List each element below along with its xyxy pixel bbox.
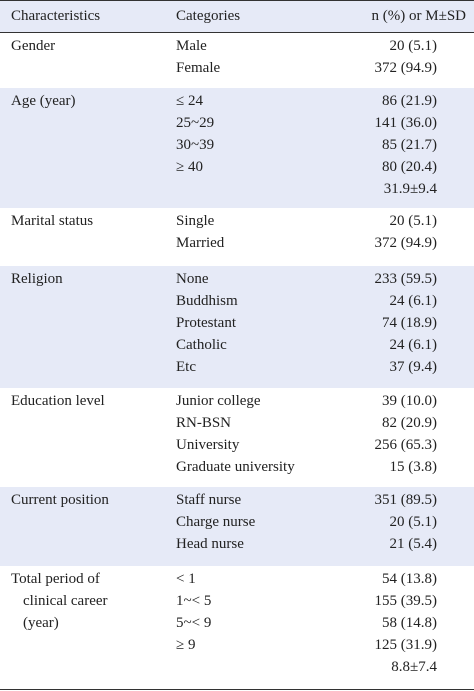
header-cell: Characteristics <box>11 8 101 24</box>
category: ≥ 40 <box>176 159 203 175</box>
value: 24 (6.1) <box>389 337 438 353</box>
category: < 1 <box>176 571 196 587</box>
category: Junior college <box>176 393 261 409</box>
characteristic: Religion <box>11 271 63 287</box>
value: 24 (6.1) <box>389 293 438 309</box>
category: Graduate university <box>176 459 295 475</box>
value: 54 (13.8) <box>382 571 437 587</box>
value: 58 (14.8) <box>382 615 437 631</box>
characteristic: Gender <box>11 38 56 54</box>
header-rule <box>0 32 474 33</box>
category: Staff nurse <box>176 492 242 508</box>
value: 233 (59.5) <box>374 271 438 287</box>
category: None <box>176 271 209 287</box>
value: 372 (94.9) <box>374 60 438 76</box>
category: Male <box>176 38 207 54</box>
value: 141 (36.0) <box>374 115 438 131</box>
bottom-rule <box>0 689 474 690</box>
value: 15 (3.8) <box>389 459 438 475</box>
category: University <box>176 437 240 453</box>
group: Education level Junior college 39 (10.0) RN… <box>0 388 474 487</box>
category: Catholic <box>176 337 227 353</box>
value: 8.8±7.4 <box>391 659 437 675</box>
characteristic: Marital status <box>11 213 94 229</box>
group: Religion None 233 (59.5) Buddhism 24 (6.1) Pr… <box>0 266 474 388</box>
category: 25~29 <box>176 115 215 131</box>
value: 86 (21.9) <box>382 93 437 109</box>
header-cell: n (%) or M±SD <box>371 8 466 24</box>
value: 20 (5.1) <box>389 38 438 54</box>
value: 37 (9.4) <box>389 359 438 375</box>
characteristic: Current position <box>11 492 109 508</box>
group: Total period of clinical career (year) < 1 5… <box>0 566 474 689</box>
value: 125 (31.9) <box>374 637 438 653</box>
category: 30~39 <box>176 137 215 153</box>
value: 80 (20.4) <box>382 159 437 175</box>
characteristic: Education level <box>11 393 105 409</box>
category: Charge nurse <box>176 514 256 530</box>
header-row: Characteristics Categories n (%) or M±SD <box>0 1 474 32</box>
category: Female <box>176 60 221 76</box>
header-cell: Categories <box>176 8 241 24</box>
category: Single <box>176 213 215 229</box>
value: 31.9±9.4 <box>383 181 437 197</box>
group: Age (year) ≤ 24 86 (21.9) 25~29 141 (36.0) 30… <box>0 88 474 208</box>
category: 1~< 5 <box>176 593 212 609</box>
group: Marital status Single 20 (5.1) Married 372 (… <box>0 208 474 266</box>
value: 351 (89.5) <box>374 492 438 508</box>
value: 372 (94.9) <box>374 235 438 251</box>
group: Gender Male 20 (5.1) Female 372 (94.9) <box>0 33 474 88</box>
value: 256 (65.3) <box>374 437 438 453</box>
characteristic: (year) <box>23 615 59 631</box>
value: 20 (5.1) <box>389 514 438 530</box>
category: Etc <box>176 359 196 375</box>
value: 74 (18.9) <box>382 315 437 331</box>
category: ≤ 24 <box>176 93 203 109</box>
category: Buddhism <box>176 293 238 309</box>
characteristic: clinical career <box>23 593 108 609</box>
category: Married <box>176 235 225 251</box>
group: Current position Staff nurse 351 (89.5) Cha… <box>0 487 474 566</box>
category: Head nurse <box>176 536 244 552</box>
value: 39 (10.0) <box>382 393 437 409</box>
category: RN-BSN <box>176 415 232 431</box>
value: 20 (5.1) <box>389 213 438 229</box>
value: 82 (20.9) <box>382 415 437 431</box>
characteristic: Total period of <box>11 571 100 587</box>
top-rule <box>0 0 474 1</box>
category: ≥ 9 <box>176 637 196 653</box>
category: 5~< 9 <box>176 615 212 631</box>
characteristic: Age (year) <box>11 93 76 109</box>
category: Protestant <box>176 315 236 331</box>
value: 85 (21.7) <box>382 137 437 153</box>
value: 155 (39.5) <box>374 593 438 609</box>
value: 21 (5.4) <box>389 536 438 552</box>
